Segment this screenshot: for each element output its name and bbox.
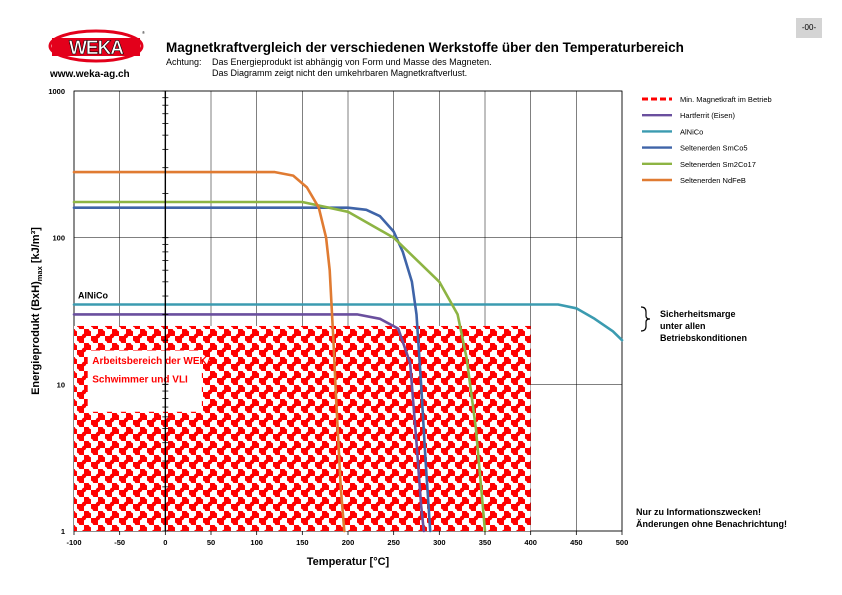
tick-labels: -100 -50 0 50 100 150 200 250 300 350 400 450 500 1 10…	[30, 87, 628, 568]
y-tick-label: 1000	[48, 87, 65, 96]
legend-label: Min. Magnetkraft im Betrieb	[680, 95, 772, 104]
alnico-line-label: AlNiCo	[78, 291, 108, 301]
series-lines	[72, 170, 624, 533]
disclaimer-line-2: Änderungen ohne Benachrichtung!	[636, 519, 788, 529]
legend-label: Hartferrit (Eisen)	[680, 111, 736, 120]
y-tick-label: 100	[52, 234, 65, 243]
disclaimer-line-1: Nur zu Informationszwecken!	[636, 507, 762, 517]
note-line-2: Das Diagramm zeigt nicht den umkehrbaren…	[212, 68, 468, 78]
y-tick-label: 1	[61, 527, 65, 536]
x-tick-label: 200	[342, 538, 355, 547]
legend-label: Seltenerden Sm2Co17	[680, 160, 756, 169]
note-line-1: Das Energieprodukt ist abhängig von Form…	[212, 57, 492, 67]
work-area: Arbeitsbereich der WEKA- Schwimmer und VL…	[74, 325, 531, 531]
page-number: -00-	[796, 18, 822, 38]
work-area-label-1: Arbeitsbereich der WEKA-	[92, 356, 217, 367]
x-tick-label: 100	[250, 538, 263, 547]
axes	[73, 90, 623, 535]
weka-logo: WEKA ®	[48, 29, 145, 63]
series-line	[72, 313, 426, 533]
series-line	[72, 303, 624, 342]
legend-label: Seltenerden SmCo5	[680, 144, 748, 153]
work-area-label-box	[87, 350, 202, 412]
safety-margin-line-3: Betriebskonditionen	[660, 333, 748, 343]
x-tick-label: 50	[207, 538, 215, 547]
x-axis-title: Temperatur [°C]	[307, 556, 390, 568]
x-tick-label: -50	[114, 538, 125, 547]
legend-label: AlNiCo	[680, 127, 703, 136]
note-prefix: Achtung:	[166, 57, 202, 67]
safety-margin-brace	[640, 306, 651, 332]
x-tick-label: 0	[163, 538, 167, 547]
x-tick-label: 150	[296, 538, 309, 547]
legend-label: Seltenerden NdFeB	[680, 176, 746, 185]
series-line	[72, 170, 346, 533]
safety-margin-line-2: unter allen	[660, 321, 706, 331]
x-tick-label: -100	[66, 538, 81, 547]
y-tick-label: 10	[57, 380, 65, 389]
page-title: Magnetkraftvergleich der verschiedenen W…	[166, 40, 684, 55]
svg-text:®: ®	[142, 30, 145, 35]
x-tick-label: 450	[570, 538, 583, 547]
legend: Min. Magnetkraft im Betrieb Hartferrit (E…	[640, 95, 772, 332]
y-axis-title: Energieprodukt (BxH)max [kJ/m³]	[30, 227, 44, 395]
x-tick-label: 300	[433, 538, 446, 547]
work-area-label-2: Schwimmer und VLI	[92, 374, 188, 385]
x-tick-label: 500	[616, 538, 629, 547]
logo-url: www.weka-ag.ch	[50, 69, 130, 80]
series-line	[72, 206, 432, 533]
safety-margin-line-1: Sicherheitsmarge	[660, 309, 736, 319]
x-tick-label: 400	[524, 538, 537, 547]
x-tick-label: 350	[479, 538, 492, 547]
x-tick-label: 250	[387, 538, 400, 547]
logo-text: WEKA	[69, 38, 124, 59]
